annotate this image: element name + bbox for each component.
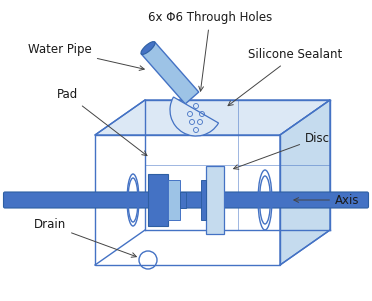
- FancyBboxPatch shape: [201, 180, 206, 220]
- Ellipse shape: [141, 42, 155, 54]
- Wedge shape: [170, 97, 218, 136]
- Polygon shape: [141, 42, 199, 104]
- FancyBboxPatch shape: [3, 192, 369, 208]
- FancyBboxPatch shape: [168, 180, 180, 220]
- Text: Water Pipe: Water Pipe: [28, 44, 144, 70]
- FancyBboxPatch shape: [180, 192, 186, 208]
- Polygon shape: [280, 100, 330, 265]
- Text: Silicone Sealant: Silicone Sealant: [228, 48, 342, 106]
- Polygon shape: [95, 100, 330, 135]
- Text: 6x Φ6 Through Holes: 6x Φ6 Through Holes: [148, 11, 272, 91]
- Text: Axis: Axis: [294, 194, 359, 206]
- FancyBboxPatch shape: [206, 166, 224, 234]
- Text: Drain: Drain: [34, 219, 137, 257]
- Text: Pad: Pad: [57, 88, 147, 156]
- FancyBboxPatch shape: [148, 174, 168, 226]
- Text: Disc: Disc: [234, 132, 330, 169]
